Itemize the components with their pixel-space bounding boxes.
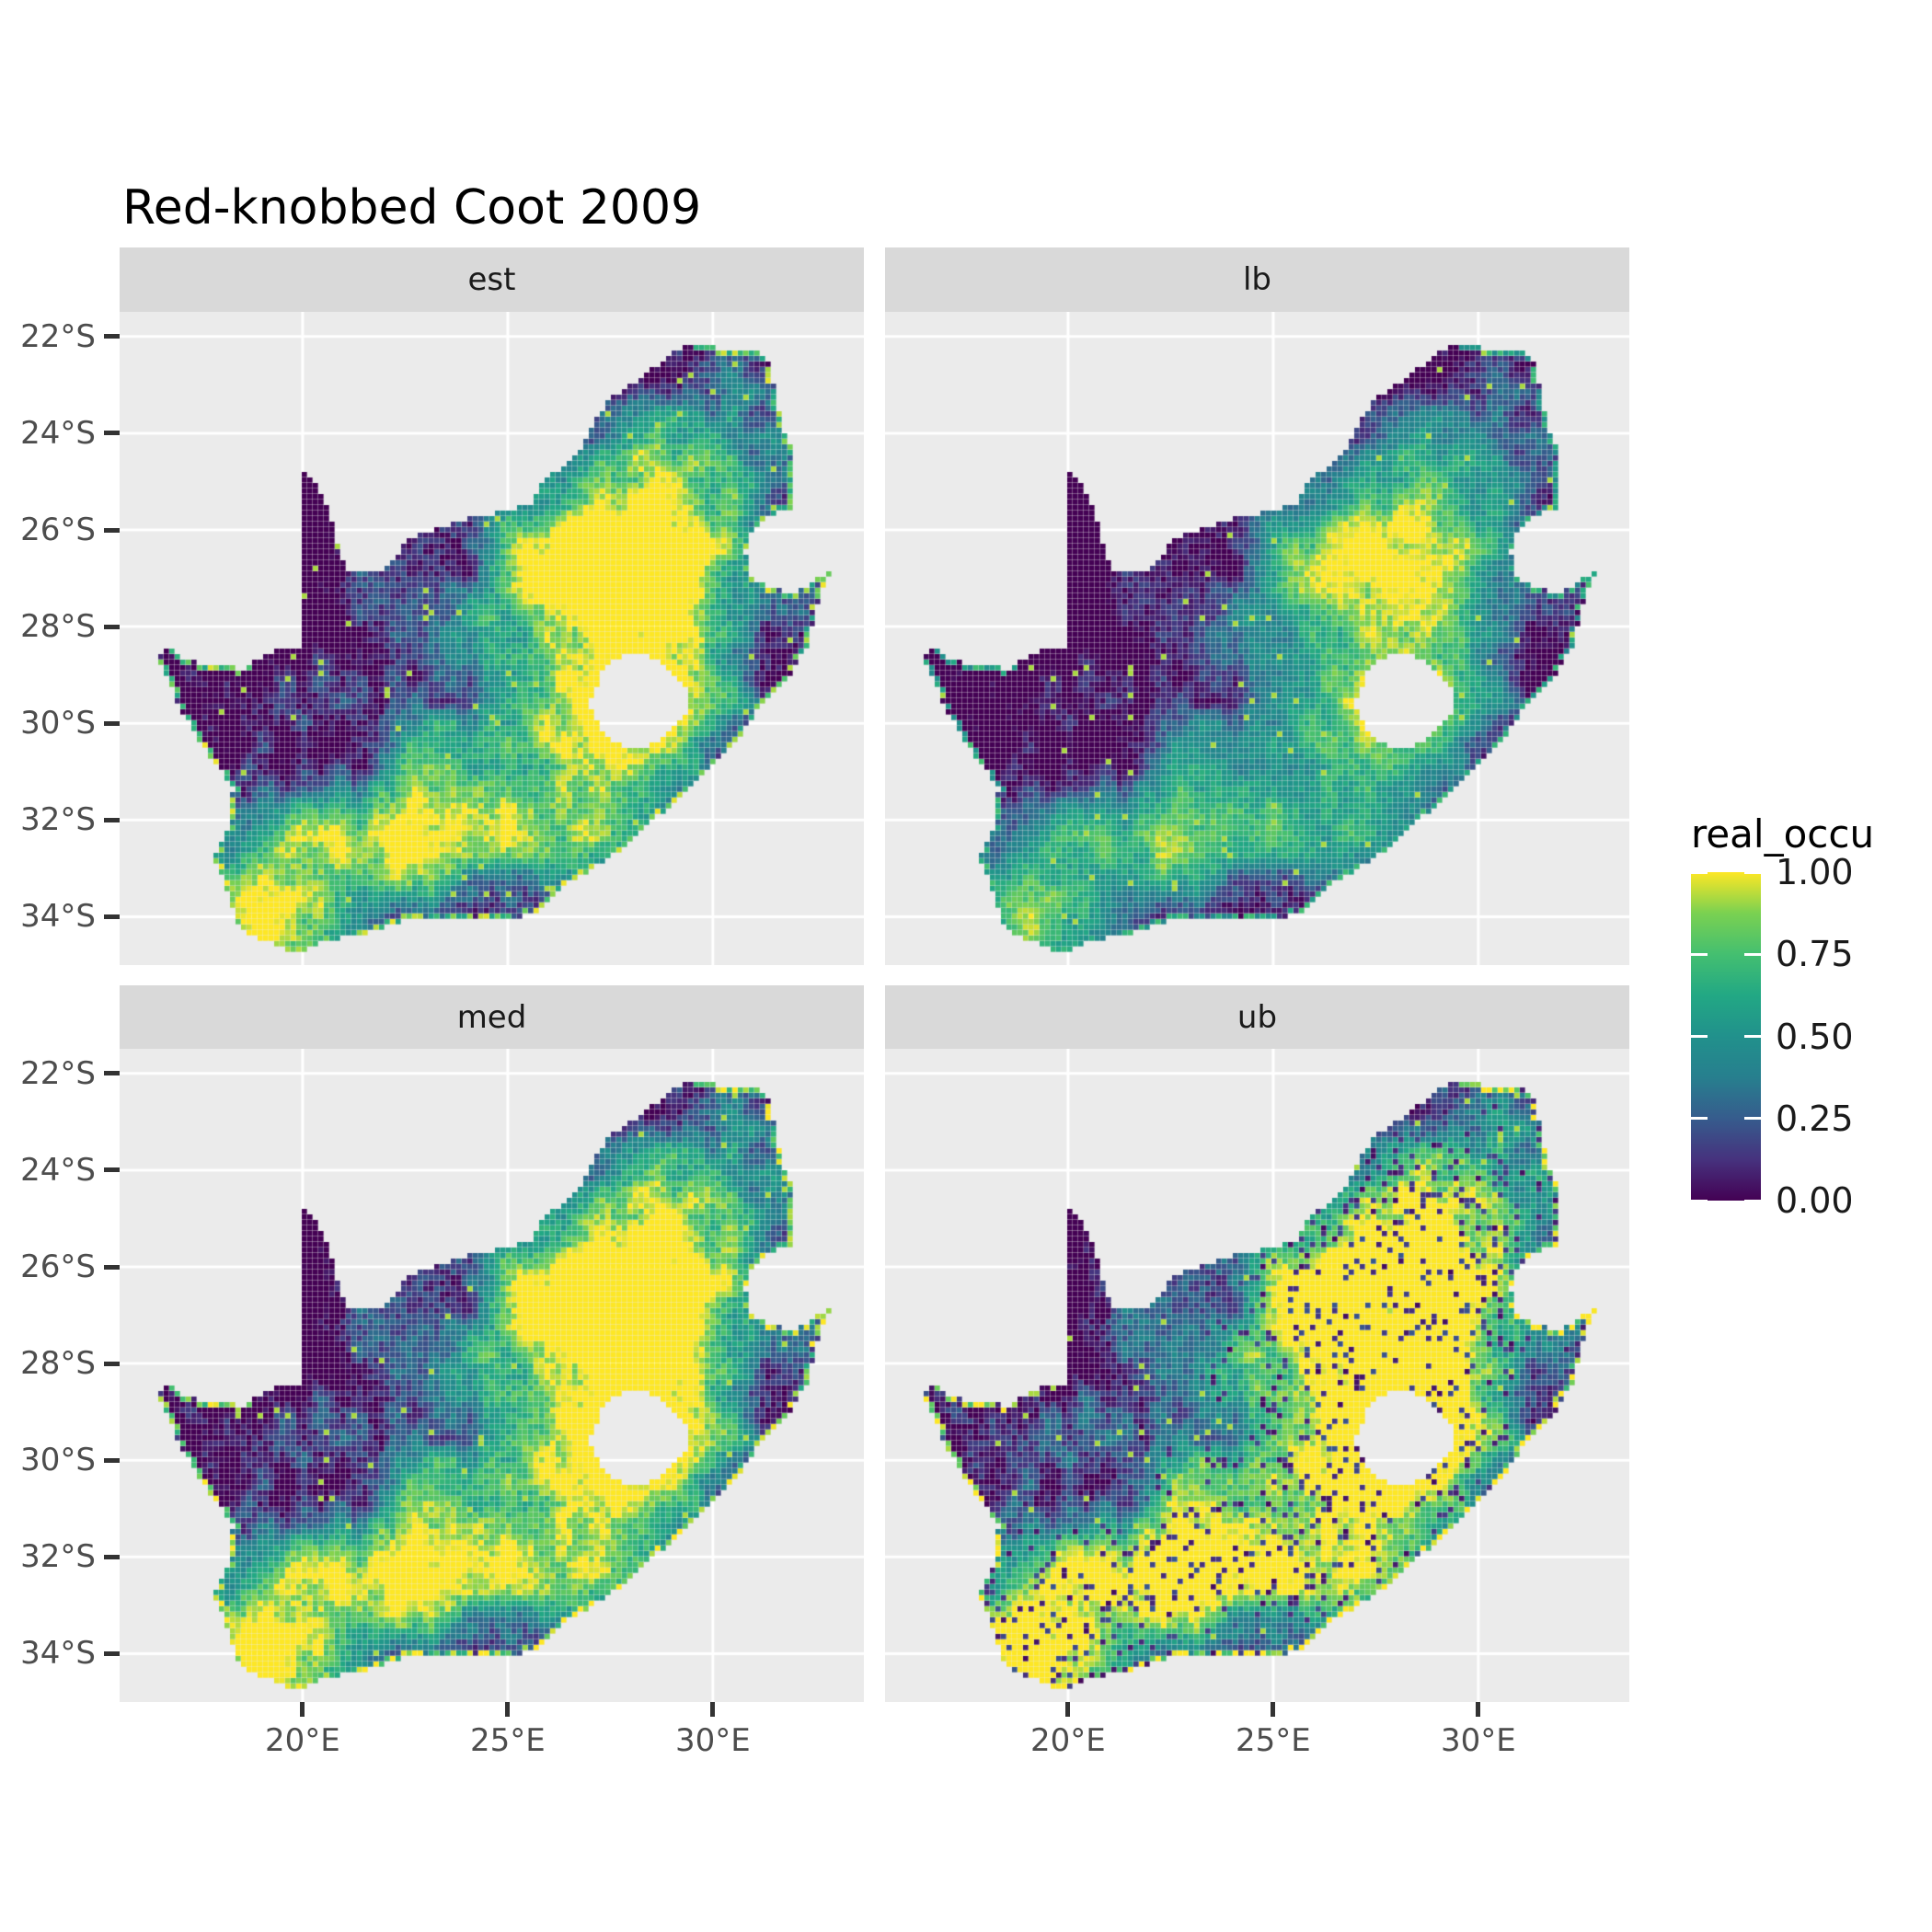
y-axis-label: 26°S — [20, 512, 96, 549]
y-axis-label: 22°S — [20, 1054, 96, 1092]
x-axis-label: 25°E — [470, 1722, 546, 1759]
x-axis-tick — [505, 1702, 511, 1717]
legend-tick-right — [1744, 952, 1761, 956]
panel-est — [120, 312, 864, 965]
x-axis-label: 20°E — [1030, 1722, 1106, 1759]
legend-label: 0.75 — [1776, 934, 1854, 975]
y-axis-label: 32°S — [20, 1538, 96, 1576]
y-axis-tick — [104, 1650, 120, 1656]
y-axis-label: 32°S — [20, 801, 96, 839]
x-axis-tick — [300, 1702, 305, 1717]
legend-tick-right — [1744, 870, 1761, 874]
legend-tick-left — [1691, 1117, 1708, 1121]
facet-strip-label-est: est — [467, 261, 516, 298]
y-axis-label: 24°S — [20, 1151, 96, 1189]
y-axis-tick — [104, 527, 120, 533]
legend-title: real_occu — [1691, 811, 1875, 857]
x-axis-tick — [1476, 1702, 1481, 1717]
y-axis-label: 24°S — [20, 414, 96, 452]
y-axis-tick — [104, 1457, 120, 1463]
legend-tick-left — [1691, 870, 1708, 874]
panel-lb — [885, 312, 1629, 965]
y-axis-tick — [104, 431, 120, 436]
facet-strip-med: med — [120, 985, 864, 1050]
panel-ub — [885, 1049, 1629, 1702]
plot-title: Red-knobbed Coot 2009 — [122, 180, 702, 236]
x-axis-tick — [1271, 1702, 1276, 1717]
map-canvas-est — [120, 312, 864, 965]
panel-med — [120, 1049, 864, 1702]
y-axis-tick — [104, 1361, 120, 1366]
y-axis-tick — [104, 1554, 120, 1559]
legend-tick-left — [1691, 1199, 1708, 1202]
x-axis-tick — [710, 1702, 716, 1717]
x-axis-label: 25°E — [1236, 1722, 1311, 1759]
legend-tick-right — [1744, 1035, 1761, 1038]
facet-strip-label-ub: ub — [1236, 999, 1278, 1036]
x-axis-label: 20°E — [265, 1722, 340, 1759]
y-axis-label: 22°S — [20, 317, 96, 355]
legend-tick-right — [1744, 1117, 1761, 1121]
legend-label: 0.00 — [1776, 1180, 1854, 1221]
y-axis-tick — [104, 914, 120, 919]
legend-label: 0.50 — [1776, 1016, 1854, 1057]
facet-strip-lb: lb — [885, 247, 1629, 312]
legend-label: 1.00 — [1776, 852, 1854, 892]
y-axis-label: 28°S — [20, 1345, 96, 1383]
y-axis-label: 30°S — [20, 1442, 96, 1479]
y-axis-tick — [104, 624, 120, 629]
y-axis-label: 30°S — [20, 705, 96, 742]
legend-tick-right — [1744, 1199, 1761, 1202]
y-axis-tick — [104, 1167, 120, 1173]
y-axis-tick — [104, 720, 120, 726]
map-canvas-ub — [885, 1049, 1629, 1702]
y-axis-tick — [104, 334, 120, 339]
map-canvas-med — [120, 1049, 864, 1702]
y-axis-label: 34°S — [20, 898, 96, 936]
y-axis-label: 26°S — [20, 1248, 96, 1286]
y-axis-label: 34°S — [20, 1635, 96, 1673]
map-canvas-lb — [885, 312, 1629, 965]
legend-tick-left — [1691, 1035, 1708, 1038]
x-axis-label: 30°E — [675, 1722, 751, 1759]
legend-label: 0.25 — [1776, 1098, 1854, 1139]
x-axis-tick — [1065, 1702, 1071, 1717]
y-axis-tick — [104, 1071, 120, 1076]
x-axis-label: 30°E — [1441, 1722, 1516, 1759]
facet-strip-label-lb: lb — [1242, 261, 1272, 298]
facet-strip-est: est — [120, 247, 864, 312]
facet-strip-ub: ub — [885, 985, 1629, 1050]
facet-strip-label-med: med — [456, 999, 527, 1036]
y-axis-tick — [104, 1264, 120, 1270]
y-axis-tick — [104, 817, 120, 822]
legend-tick-left — [1691, 952, 1708, 956]
y-axis-label: 28°S — [20, 608, 96, 646]
